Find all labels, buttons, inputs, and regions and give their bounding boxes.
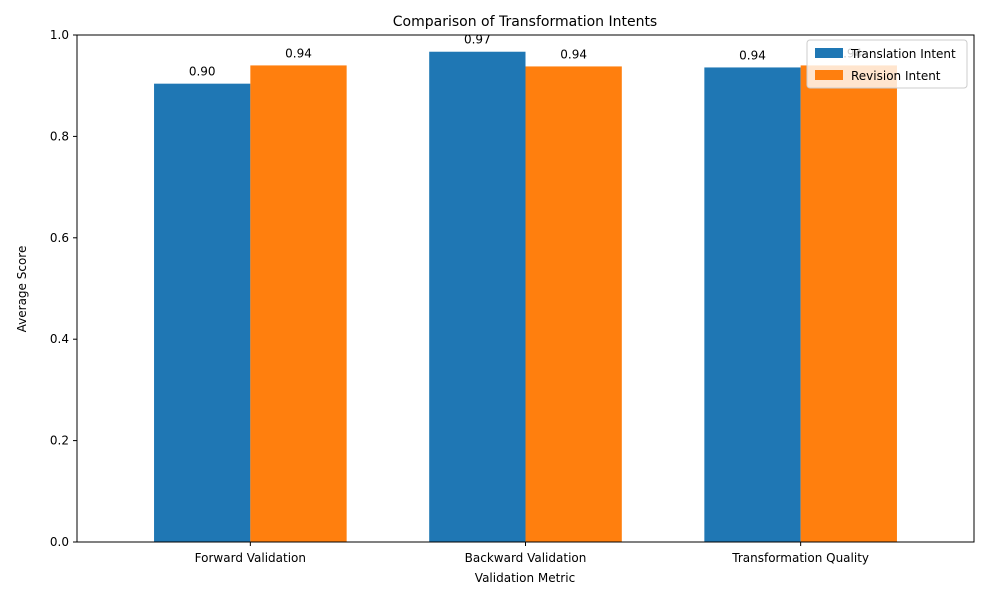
y-tick-label: 0.4 <box>50 332 69 346</box>
data-label: 0.94 <box>739 48 766 62</box>
x-axis-label: Validation Metric <box>475 571 575 585</box>
y-tick-label: 0.6 <box>50 231 69 245</box>
x-axis: Forward Validation Backward Validation Tra… <box>195 542 869 565</box>
y-axis: 0.0 0.2 0.4 0.6 0.8 1.0 <box>50 28 77 549</box>
legend-frame <box>806 39 968 89</box>
chart-title: Comparison of Transformation Intents <box>393 14 657 30</box>
bar-translation-intent-1 <box>429 51 526 543</box>
x-tick-label: Forward Validation <box>195 551 306 565</box>
y-tick-label: 0.0 <box>50 535 69 549</box>
x-tick-label: Transformation Quality <box>731 551 869 565</box>
data-label: 0.94 <box>560 47 587 61</box>
y-tick-label: 1.0 <box>50 28 69 42</box>
bar-revision-intent-0 <box>250 65 347 543</box>
bar-translation-intent-2 <box>704 67 801 542</box>
data-label: 0.94 <box>285 46 312 60</box>
data-label: 0.90 <box>189 65 216 79</box>
y-tick-label: 0.8 <box>50 129 69 143</box>
bar-revision-intent-2 <box>800 65 897 543</box>
legend-swatch <box>815 70 843 80</box>
bar-revision-intent-1 <box>525 66 622 543</box>
legend-swatch <box>815 48 843 58</box>
y-tick-label: 0.2 <box>50 434 69 448</box>
legend-label: Translation Intent <box>850 47 956 61</box>
bars-group <box>154 51 897 543</box>
y-axis-label: Average Score <box>15 246 29 333</box>
legend: Translation Intent Revision Intent <box>806 39 968 89</box>
legend-label: Revision Intent <box>851 69 941 83</box>
bar-translation-intent-0 <box>154 83 251 542</box>
data-label: 0.97 <box>464 33 491 47</box>
x-tick-label: Backward Validation <box>465 551 587 565</box>
